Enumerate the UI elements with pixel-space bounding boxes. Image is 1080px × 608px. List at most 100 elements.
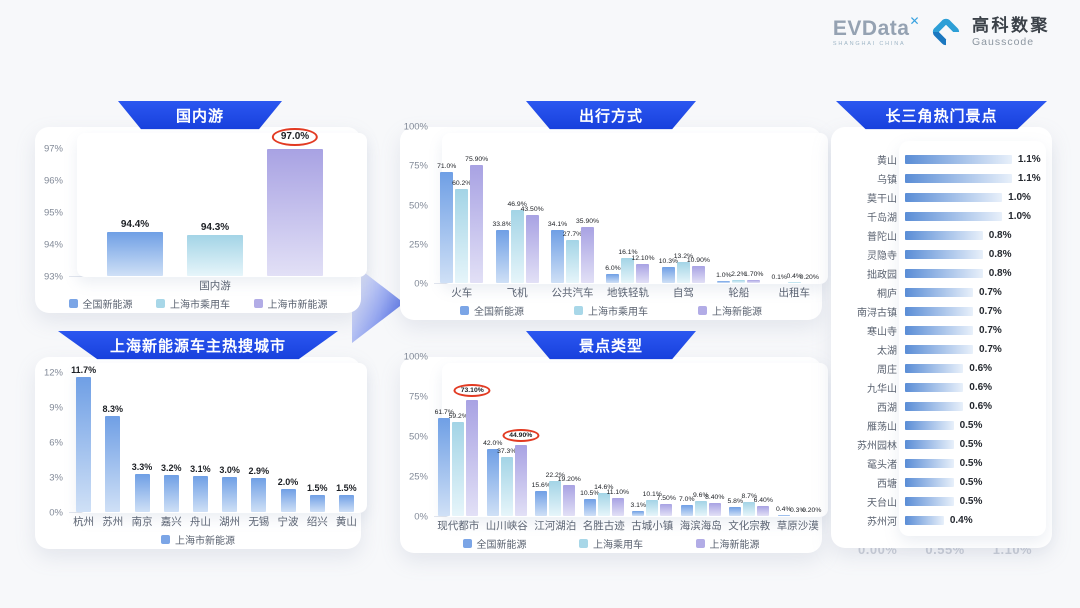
bar-value-label: 43.50% [520,206,544,214]
y-axis-tick: 75% [408,160,428,172]
spot-name: 莫干山 [867,194,897,205]
bar-value-label: 1.70% [744,271,764,279]
legend-item: 上海市新能源 [253,296,328,311]
bar-value-label: 19.20% [557,476,581,484]
bar-value-label: 14.6% [594,483,614,491]
panel-title-hot-search-cities: 上海新能源车主热搜城市 [58,331,338,360]
bar-group: 2.9% [244,357,273,512]
spot-bar [905,345,973,354]
category-label: 江河湖泊 [534,519,577,532]
spot-value: 0.6% [969,382,993,393]
spot-bar-wrap: 0.7% [905,344,1042,355]
bar-value-label: 8.40% [705,493,725,501]
bar-value-label: 3.3% [131,461,153,472]
spot-bar-wrap: 1.1% [905,154,1042,165]
bar-value-label: 7.50% [656,495,676,503]
bar-上海新能源: 19.20% [558,476,581,516]
y-axis-tick: 0% [414,278,428,290]
bar-全国新能源: 5.8% [728,498,743,516]
category-label: 古城小镇 [631,519,674,532]
spot-value: 1.0% [1008,211,1031,222]
plot-area: 11.7% 8.3% 3.3% 3.2% 3.1% 3.0% 2.9% 2.0% 1.5% 1.5… [69,357,367,513]
bar-group: 3.0% [215,357,244,512]
bar-value-label: 10.5% [580,490,600,498]
category-label: 南京 [131,515,153,528]
bar-上海乘用车: 10.1% [643,491,662,516]
bar-value-label: 2.2% [731,270,747,278]
spot-bar [905,326,973,335]
attraction-types-chart: 100% 75% 50% 25% 0% 61.7% 59.2% 73.10% 42.0% 37.… [400,352,828,553]
spot-row: 灵隐寺 0.8% [831,245,1052,264]
bar-全国新能源: 10.3% [659,258,678,283]
y-axis-tick: 25% [408,239,428,251]
spot-bar-wrap: 0.4% [905,515,1042,526]
spot-bar [905,516,944,525]
bar-全国新能源: 33.8% [492,221,512,283]
spot-name: 太湖 [877,346,897,357]
category-label: 苏州 [102,515,124,528]
spot-value: 0.8% [988,268,1012,279]
category-label: 海滨海岛 [679,519,722,532]
bar-group: 3.1% 10.1% 7.50% [628,357,677,516]
spot-bar-wrap: 1.1% [905,173,1042,184]
y-axis-tick: 97% [43,143,63,155]
spot-bar-wrap: 0.5% [905,420,1042,431]
spot-bar [905,478,954,487]
legend-swatch-icon [68,298,78,308]
spot-row: 桐庐 0.7% [831,283,1052,302]
legend-label: 上海新能源 [709,539,760,551]
spot-bar [905,155,1012,164]
spot-bar-wrap: 0.8% [905,230,1042,241]
bar-全国新能源: 71.0% [437,163,456,283]
highlighted-value-label: 73.10% [453,383,491,397]
bar-value-label: 71.0% [437,163,457,171]
spot-value: 1.1% [1017,173,1041,184]
spot-value: 0.8% [988,249,1012,260]
travel-modes-chart: 100% 75% 50% 25% 0% 71.0% 60.2% 75.90% 33.8% 46.… [400,122,828,320]
spot-row: 莫干山 1.0% [831,188,1052,207]
bar-上海新能源: 43.50% [521,206,544,283]
bar-group: 42.0% 37.3% 44.90% [483,357,540,516]
category-label: 自驾 [672,286,694,299]
bar-上海新能源: 1.70% [744,271,763,283]
bar-上海新能源: 8.40% [705,494,724,516]
highlighted-value-label: 44.90% [502,428,540,442]
spot-value: 0.7% [979,344,1002,355]
bar-value-label: 6.0% [605,264,621,272]
bar-value-label: 61.7% [434,408,454,416]
bar-上海市新能源: 3.1% [190,464,211,512]
bar-上海市乘用车: 94.3% [187,222,243,276]
spot-bar-wrap: 0.6% [905,363,1042,374]
bar-上海新能源: 10.90% [687,257,710,283]
panel-title-text: 长三角热门景点 [885,108,998,125]
bar-group: 15.6% 22.2% 19.20% [531,357,581,516]
bar-上海新能源: 7.50% [657,495,676,516]
spot-row: 苏州河 0.4% [831,511,1052,530]
legend-item: 上海市乘用车 [574,303,648,318]
y-axis-tick: 50% [408,200,428,211]
bar-全国新能源: 6.0% [605,265,621,283]
y-axis-tick: 96% [43,175,63,187]
bar-上海市乘用车: 27.7% [563,231,582,283]
bar-value-label: 33.8% [492,221,512,229]
bar-value-label: 37.3% [497,447,517,455]
legend-label: 上海乘用车 [593,539,643,551]
spot-row: 鼋头渚 0.5% [831,454,1052,473]
y-axis: 100% 75% 50% 25% 0% [400,122,434,290]
bar-上海市新能源: 2.0% [278,477,298,512]
y-axis-tick: 12% [43,367,63,379]
bar-value-label: 10.90% [686,257,710,264]
category-label: 地铁轻轨 [606,286,649,299]
bar-上海市乘用车: 60.2% [452,180,471,283]
bar-group: 6.0% 16.1% 12.10% [600,127,655,283]
panel-title-yangtze-delta-spots: 长三角热门景点 [836,101,1047,130]
bar-group: 1.0% 2.2% 1.70% [711,127,766,283]
bar-group: 3.1% [186,357,215,512]
bar-上海市乘用车: 46.9% [507,201,527,283]
bar-group: 5.8% 8.7% 6.40% [725,357,774,516]
y-axis-tick: 93% [43,271,63,283]
spot-bar-wrap: 0.6% [905,401,1042,412]
brand-name-cn: 高科数聚 [972,16,1050,35]
spot-bar-wrap: 0.8% [905,249,1042,260]
bar-全国新能源: 94.4% [107,219,163,276]
